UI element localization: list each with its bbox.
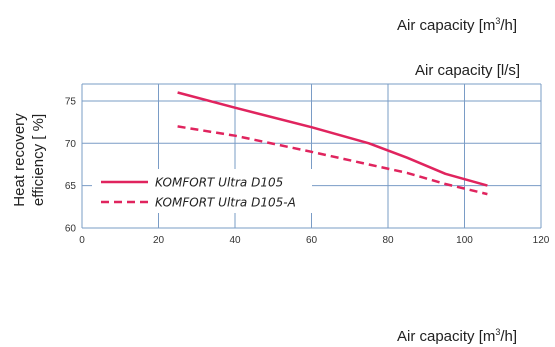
air-capacity-m3h-bottom-prefix: Air capacity [m [397, 328, 496, 345]
x-tick-label: 80 [382, 235, 394, 246]
series-line-1 [177, 91, 488, 187]
legend-label-2: KOMFORT Ultra D105-A [155, 196, 296, 210]
y-tick-label: 70 [65, 139, 77, 150]
y-tick-label: 75 [65, 96, 77, 107]
air-capacity-m3h-bottom-title: Air capacity [m3/h] [397, 327, 517, 345]
x-tick-label: 0 [79, 235, 85, 246]
y-tick-label: 65 [65, 181, 77, 192]
chart-legend: KOMFORT Ultra D105 KOMFORT Ultra D105-A [92, 169, 312, 213]
x-tick-label: 100 [456, 235, 473, 246]
legend-label-1: KOMFORT Ultra D105 [155, 176, 283, 190]
air-capacity-m3h-title: Air capacity [m3/h] [397, 16, 517, 34]
x-tick-label: 40 [229, 235, 241, 246]
y-tick-labels: 60 65 70 75 [65, 96, 77, 234]
chart-series [177, 91, 488, 196]
legend-background [92, 169, 312, 213]
x-tick-label: 120 [533, 235, 550, 246]
air-capacity-m3h-bottom-sup: 3 [495, 327, 501, 337]
air-capacity-m3h-bottom-suffix: /h] [500, 328, 518, 345]
y-axis-label-line1: Heat recovery [11, 113, 28, 207]
y-axis-label-line2: efficiency [ %] [30, 114, 47, 206]
air-capacity-m3h-suffix: /h] [500, 17, 518, 34]
x-tick-labels: 0 20 40 60 80 100 120 [79, 235, 550, 246]
series-line-2 [177, 125, 488, 196]
air-capacity-ls-title: Air capacity [l/s] [415, 62, 521, 79]
x-tick-label: 20 [153, 235, 165, 246]
air-capacity-m3h-sup: 3 [495, 16, 501, 26]
y-tick-label: 60 [65, 224, 77, 235]
x-tick-label: 60 [306, 235, 318, 246]
air-capacity-m3h-prefix: Air capacity [m [397, 17, 496, 34]
